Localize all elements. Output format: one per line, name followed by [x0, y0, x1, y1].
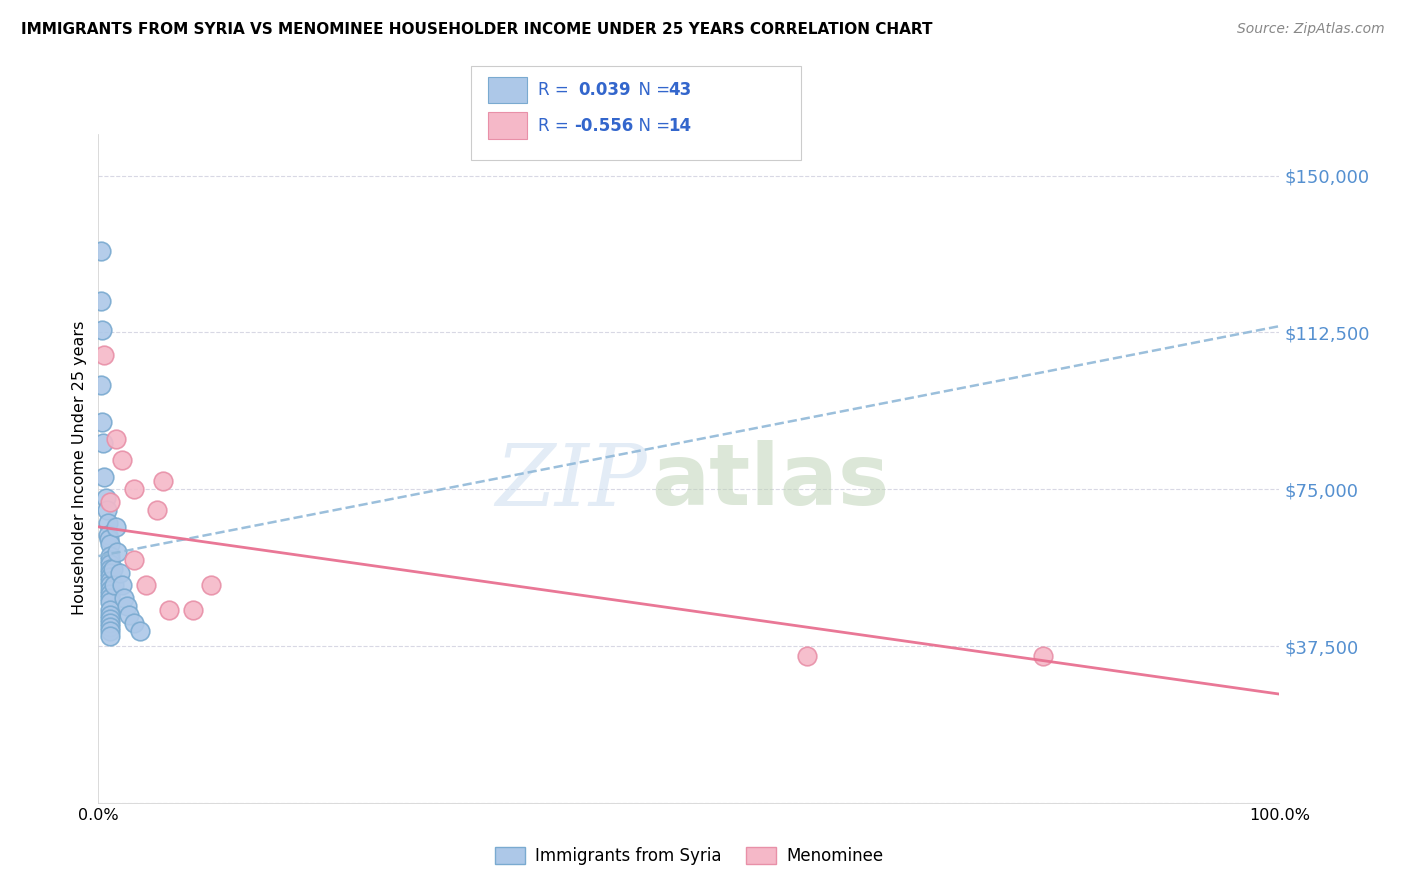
Text: Source: ZipAtlas.com: Source: ZipAtlas.com	[1237, 22, 1385, 37]
Text: N =: N =	[628, 117, 676, 135]
Point	[96, 503, 118, 517]
Point	[90, 377, 112, 392]
Point	[98, 553, 121, 567]
Point	[1032, 649, 1054, 664]
Point	[157, 603, 180, 617]
Text: 0.039: 0.039	[578, 81, 630, 99]
Text: 14: 14	[668, 117, 690, 135]
Point	[103, 578, 125, 592]
Point	[93, 469, 115, 483]
Text: N =: N =	[628, 81, 676, 99]
Point	[98, 615, 121, 630]
Text: 43: 43	[668, 81, 692, 99]
Point	[90, 244, 112, 258]
Point	[98, 595, 121, 609]
Point	[181, 603, 204, 617]
Point	[108, 566, 131, 580]
Point	[122, 482, 145, 496]
Point	[111, 578, 134, 592]
Point	[93, 348, 115, 362]
Point	[91, 415, 114, 429]
Point	[98, 494, 121, 508]
Point	[146, 503, 169, 517]
Point	[98, 603, 121, 617]
Point	[98, 562, 121, 576]
Point	[98, 591, 121, 605]
Point	[115, 599, 138, 614]
Point	[94, 491, 117, 505]
Point	[112, 591, 135, 605]
Text: IMMIGRANTS FROM SYRIA VS MENOMINEE HOUSEHOLDER INCOME UNDER 25 YEARS CORRELATION: IMMIGRANTS FROM SYRIA VS MENOMINEE HOUSE…	[21, 22, 932, 37]
Text: R =: R =	[538, 117, 575, 135]
Point	[98, 582, 121, 597]
Point	[128, 624, 150, 639]
Point	[98, 624, 121, 639]
Point	[98, 612, 121, 626]
Point	[91, 436, 114, 450]
Y-axis label: Householder Income Under 25 years: Householder Income Under 25 years	[72, 321, 87, 615]
Text: ZIP: ZIP	[496, 441, 648, 523]
Point	[122, 615, 145, 630]
Point	[98, 536, 121, 550]
Point	[98, 620, 121, 634]
Point	[118, 607, 141, 622]
Point	[111, 453, 134, 467]
Point	[135, 578, 157, 592]
Point	[98, 570, 121, 584]
Point	[796, 649, 818, 664]
Text: R =: R =	[538, 81, 579, 99]
Point	[98, 558, 121, 572]
Point	[97, 528, 120, 542]
Text: atlas: atlas	[651, 440, 890, 524]
Point	[98, 549, 121, 563]
Point	[98, 566, 121, 580]
Point	[97, 516, 120, 530]
Point	[98, 607, 121, 622]
Point	[98, 533, 121, 547]
Point	[105, 545, 128, 559]
Text: -0.556: -0.556	[574, 117, 633, 135]
Point	[200, 578, 222, 592]
Point	[98, 578, 121, 592]
Point	[105, 432, 128, 446]
Point	[91, 323, 114, 337]
Point	[98, 587, 121, 601]
Point	[101, 562, 124, 576]
Legend: Immigrants from Syria, Menominee: Immigrants from Syria, Menominee	[488, 840, 890, 871]
Point	[105, 520, 128, 534]
Point	[98, 574, 121, 589]
Point	[98, 628, 121, 642]
Point	[122, 553, 145, 567]
Point	[90, 294, 112, 309]
Point	[152, 474, 174, 488]
